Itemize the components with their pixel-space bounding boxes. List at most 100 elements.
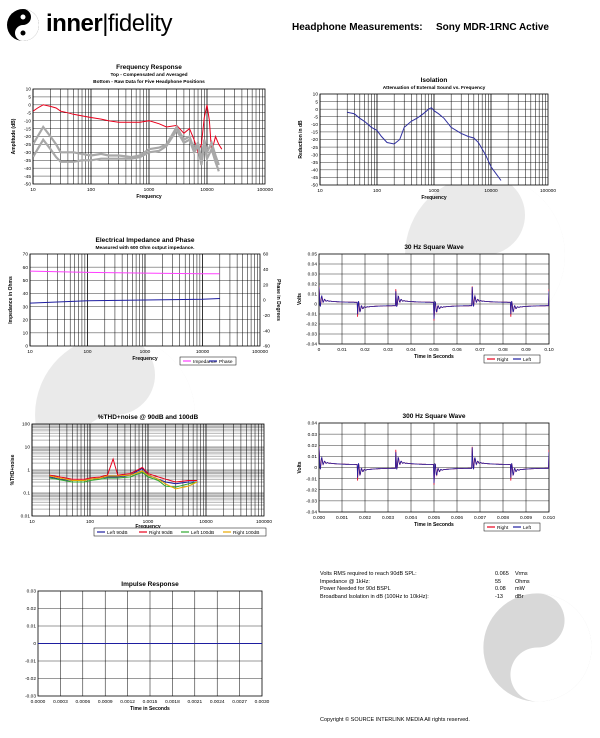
y-tick-label: -30 [24,150,31,156]
x-tick-label: 0.04 [406,347,416,353]
y-tick-label: 1 [27,468,30,474]
x-tick-label: 0.05 [429,347,439,353]
x-tick-label: 0.001 [336,515,348,521]
y-tick-label: 0.02 [27,606,37,612]
x-tick-label: 0.009 [520,515,532,521]
x-tick-label: 100 [83,349,91,355]
impulse-response-chart: Impulse Response 0.0000 0.0003 0.0006 0.0009… [25,581,270,712]
x-tick-label: 100000 [256,519,272,525]
legend-label: Right [497,525,509,531]
x-axis-label: Frequency [135,524,161,530]
legend-box [483,522,541,532]
x-tick-label: 0 [318,347,321,353]
y-tick-label: 0.01 [21,514,31,520]
y-tick-label: -0.04 [306,510,317,516]
x-tick-label: 100000 [257,187,273,193]
y-tick-label: -25 [311,145,318,151]
measurement-summary: Volts RMS required to reach 90dB SPL: 0.0… [320,571,540,601]
y-tick-label: 10 [23,331,29,337]
series-line [319,286,549,320]
watermark-yin-yang-icon [483,593,592,702]
x-tick-label: 100000 [540,188,556,194]
chart-title: Isolation [421,77,448,84]
series-line [30,270,220,275]
y-tick-label: -0.01 [306,476,317,482]
y-tick-label: 5 [28,95,31,101]
x-tick-label: 10 [30,187,36,193]
chart-title: Electrical Impedance and Phase [96,237,195,244]
series-line [49,457,197,483]
legend-label: Left [523,357,532,363]
y-tick-label: 0 [28,103,31,109]
y-tick-label: 0 [314,465,317,471]
y-tick-label: -30 [311,152,318,158]
y-tick-label: -5 [314,114,319,120]
y-tick-label: -35 [24,158,31,164]
y-tick-label: 0.05 [308,252,318,258]
y-axis-label: Volts [297,293,303,305]
y-tick-label: -40 [24,166,31,172]
square-wave-300hz-chart: 300 Hz Square Wave 0.000 0.001 0.002 0.003 0.… [297,413,555,532]
y-axis-label: Amplitude (dB) [11,118,17,154]
x-tick-label: 1000 [143,519,154,525]
model-name: Sony MDR-1RNC Active [436,22,549,33]
y-tick-label: 0.03 [308,432,318,438]
y-tick-label: -45 [24,174,31,180]
x-tick-label: 0.0009 [98,699,113,705]
x-tick-label: 0.002 [359,515,371,521]
legend-box [93,527,267,537]
y-tick-label: 10 [26,87,32,93]
legend-label: Left 100dB [191,530,214,536]
chart-title: 30 Hz Square Wave [404,244,464,251]
x-tick-label: 0.0021 [187,699,202,705]
series-line [319,447,549,484]
y-tick-label: -0.02 [306,322,317,328]
x-tick-label: 0.0027 [232,699,247,705]
y2-tick-label: 40 [263,267,269,273]
y-tick-label: -20 [311,137,318,143]
series-line [33,104,223,154]
stat-row: Impedance @ 1kHz: 55 Ohms [320,578,530,585]
stat-row: Broadband Isolation in dB (100Hz to 10kH… [320,593,524,600]
y-tick-label: 100 [22,422,30,428]
x-axis-label: Frequency [132,356,158,362]
y-tick-label: 40 [23,291,29,297]
y-tick-label: 50 [23,278,29,284]
chart-subtitle: Attenuation of External Sound vs. Freque… [383,85,486,91]
x-tick-label: 10 [29,519,35,525]
x-tick-label: 0.0012 [120,699,135,705]
series-line [30,298,220,304]
y2-tick-label: 20 [263,282,269,288]
y-tick-label: -40 [311,168,318,174]
series-line [347,107,502,181]
y-tick-label: -0.04 [306,342,317,348]
y-tick-label: -15 [311,130,318,136]
y2-tick-label: 0 [263,298,266,304]
x-tick-label: 10 [317,188,323,194]
x-tick-label: 1000 [144,187,155,193]
legend-box [483,354,541,364]
x-tick-label: 0.005 [428,515,440,521]
page-title: Headphone Measurements: [292,22,423,33]
x-tick-label: 0.0003 [53,699,68,705]
y-tick-label: -25 [24,142,31,148]
x-tick-label: 0.03 [383,347,393,353]
y-tick-label: 0.1 [23,491,30,497]
x-tick-label: 0.000 [313,515,325,521]
yin-yang-icon [7,9,39,41]
y-tick-label: 70 [23,252,29,258]
x-tick-label: 0.06 [452,347,462,353]
x-tick-label: 0.0006 [75,699,90,705]
y-tick-label: 0.02 [308,282,318,288]
x-tick-label: 0.09 [521,347,531,353]
y-tick-label: -50 [24,182,31,188]
y-tick-label: 0.04 [308,421,318,427]
x-tick-label: 0.006 [451,515,463,521]
legend-label: Right [497,357,509,363]
y-tick-label: 0.01 [27,624,37,630]
y-tick-label: -5 [27,110,32,116]
brand-name: inner|fidelity [46,10,172,37]
